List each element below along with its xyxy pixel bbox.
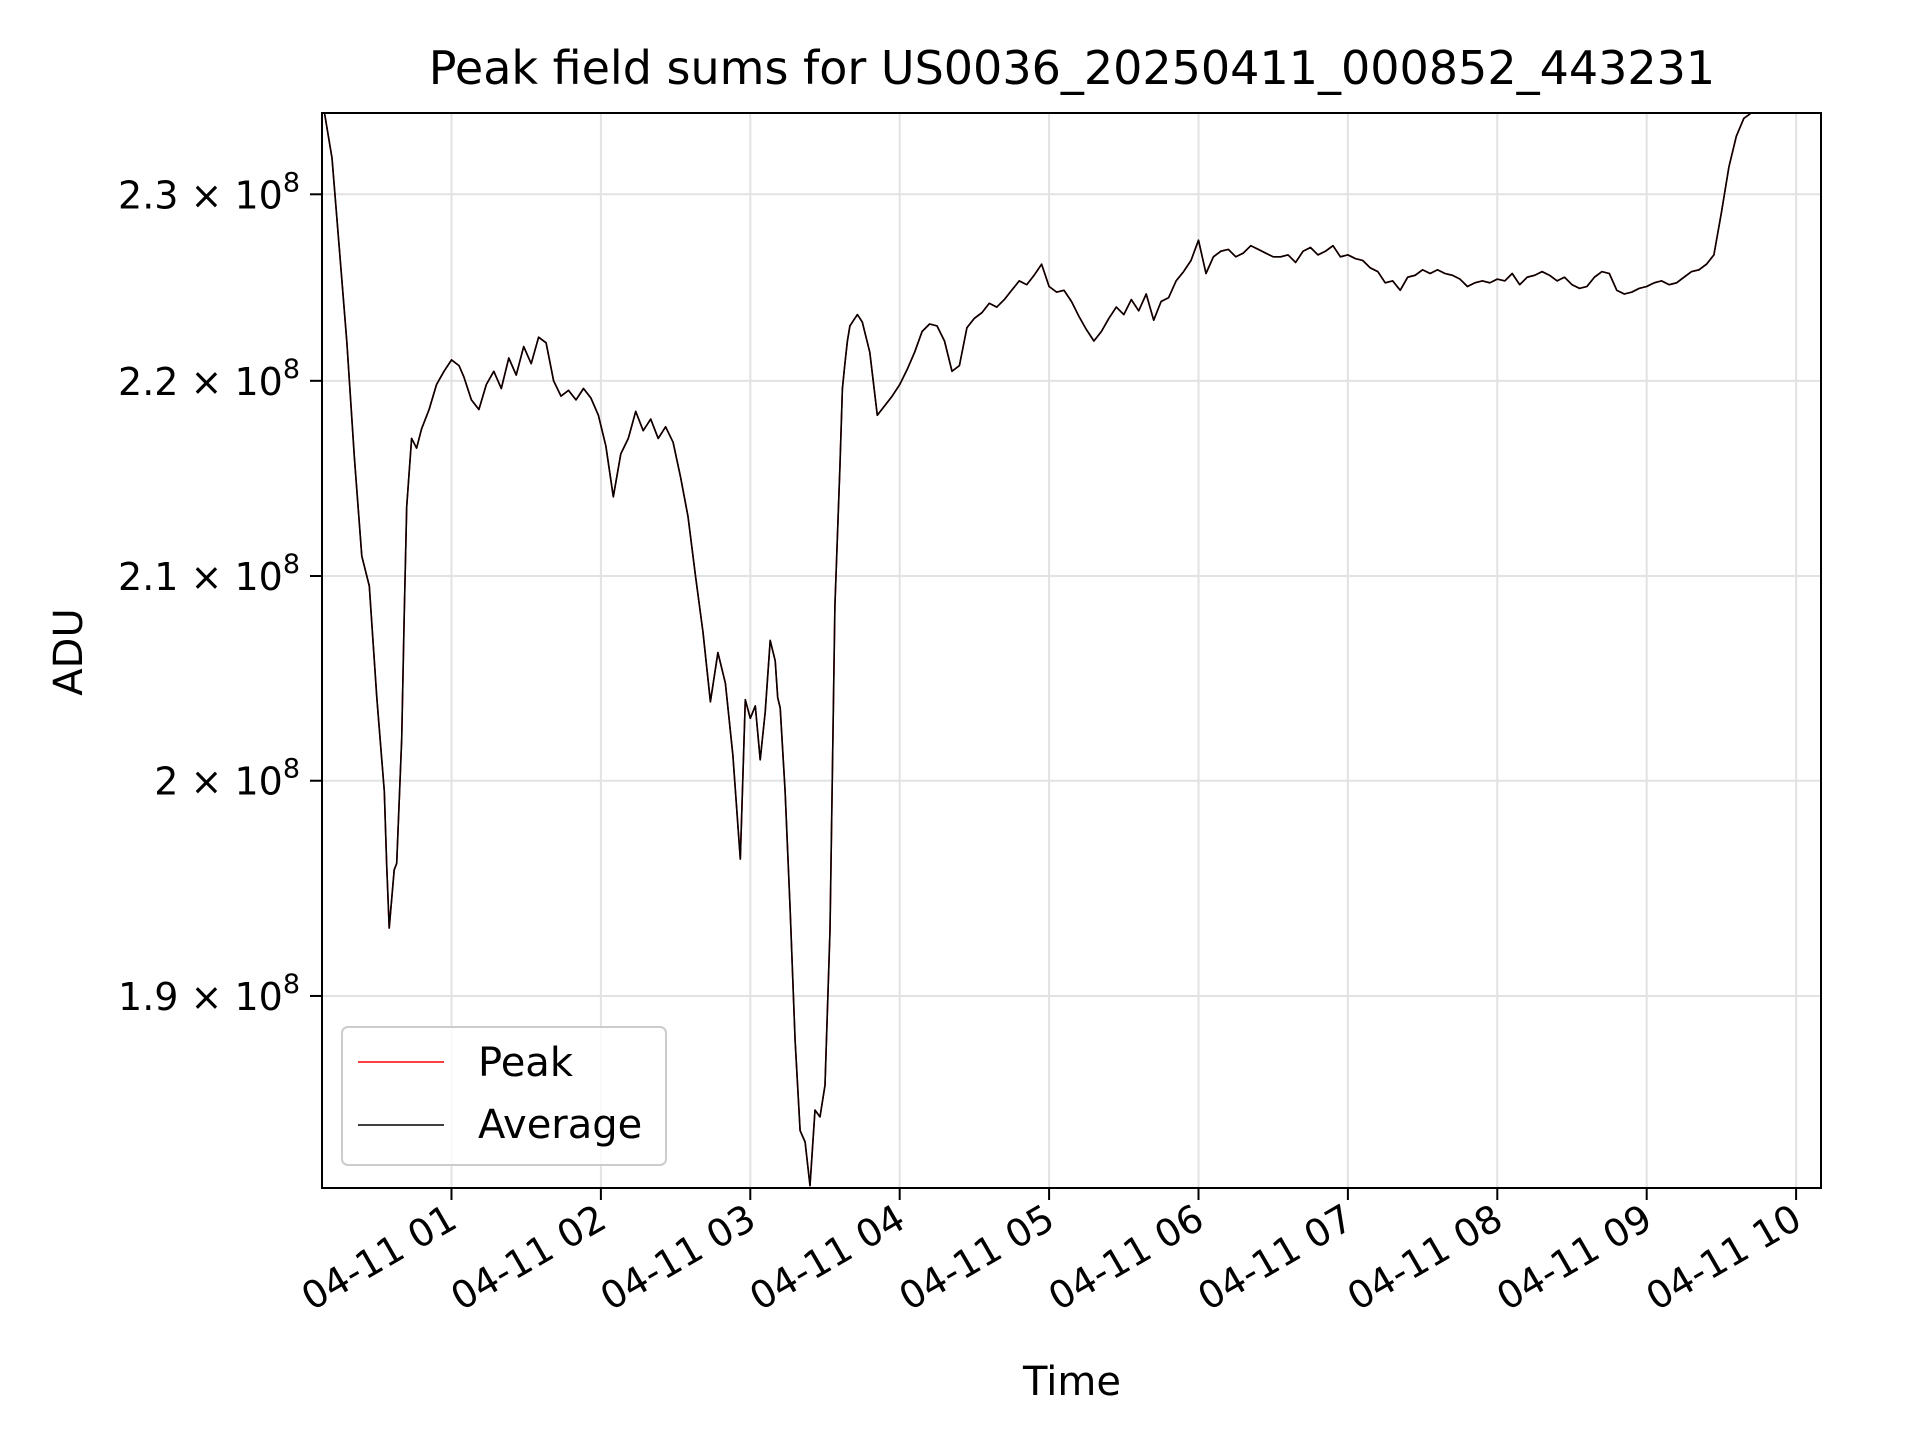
x-tick-label: 04-11 09 <box>1489 1196 1659 1320</box>
y-axis: 1.9 × 108 2 × 108 2.1 × 108 2.2 × 108 2.3 × … <box>118 167 322 1019</box>
y-tick-label: 2 × 108 <box>154 754 300 804</box>
y-tick-label: 2.1 × 108 <box>118 549 300 599</box>
x-tick-label: 04-11 03 <box>593 1196 763 1320</box>
x-tick-label: 04-11 04 <box>742 1196 912 1320</box>
x-tick-label: 04-11 02 <box>443 1196 613 1320</box>
y-axis-label: ADU <box>46 608 92 695</box>
series-lines <box>323 112 1752 1187</box>
plot-frame <box>321 112 1822 1189</box>
x-axis-label: Time <box>1022 1359 1121 1405</box>
grid <box>322 113 1821 1188</box>
x-tick-label: 04-11 07 <box>1190 1196 1360 1320</box>
chart-title: Peak field sums for US0036_20250411_0008… <box>429 41 1715 95</box>
y-tick-label: 1.9 × 108 <box>118 969 300 1019</box>
x-tick-label: 04-11 05 <box>892 1196 1062 1320</box>
x-tick-label: 04-11 06 <box>1041 1196 1211 1320</box>
x-tick-label: 04-11 08 <box>1340 1196 1510 1320</box>
legend-label-average: Average <box>478 1102 642 1148</box>
x-tick-label: 04-11 10 <box>1639 1196 1809 1320</box>
x-tick-label: 04-11 01 <box>294 1196 464 1320</box>
legend: Peak Average <box>341 1026 667 1166</box>
legend-label-peak: Peak <box>478 1040 574 1086</box>
series-line-average <box>323 112 1752 1187</box>
y-tick-label: 2.2 × 108 <box>118 354 300 404</box>
y-tick-label: 2.3 × 108 <box>118 167 300 217</box>
